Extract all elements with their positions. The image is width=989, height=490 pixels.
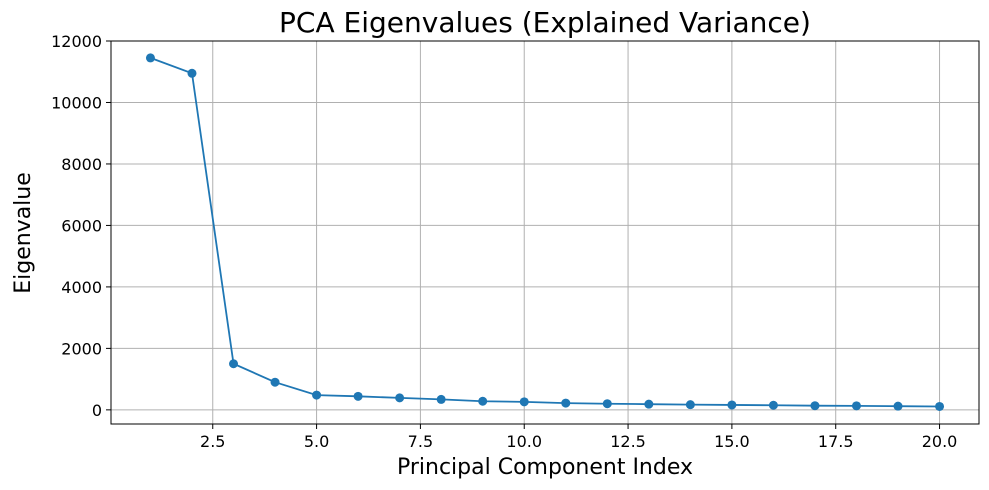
y-tick-label: 12000 [51, 32, 102, 51]
y-tick-label: 6000 [61, 216, 102, 235]
x-axis-label: Principal Component Index [397, 455, 693, 480]
data-point [312, 390, 322, 400]
data-point [602, 399, 612, 409]
data-point [644, 399, 654, 409]
data-point [436, 394, 446, 404]
y-tick-label: 10000 [51, 93, 102, 112]
data-point [561, 398, 571, 408]
y-tick-label: 8000 [61, 155, 102, 174]
chart-title: PCA Eigenvalues (Explained Variance) [279, 6, 811, 39]
plot-frame [110, 40, 980, 425]
data-point [935, 401, 945, 411]
data-point [768, 400, 778, 410]
series-layer [145, 53, 945, 411]
y-axis-label: Eigenvalue [11, 172, 36, 294]
grid [111, 40, 979, 424]
data-point [727, 400, 737, 410]
data-point [810, 401, 820, 411]
x-tick-label: 17.5 [818, 432, 854, 451]
x-tick-label: 10.0 [506, 432, 542, 451]
y-tick-label: 0 [92, 401, 102, 420]
x-tick-label: 15.0 [714, 432, 750, 451]
data-point [685, 400, 695, 410]
y-tick-label: 2000 [61, 339, 102, 358]
x-tick-label: 12.5 [610, 432, 646, 451]
data-point [893, 401, 903, 411]
series-line [150, 57, 940, 408]
data-point [229, 359, 239, 369]
data-point [395, 393, 405, 403]
data-point [270, 377, 280, 387]
data-point [851, 401, 861, 411]
data-point [519, 397, 529, 407]
data-point [478, 396, 488, 406]
data-point [145, 53, 155, 63]
x-tick-label: 7.5 [408, 432, 433, 451]
x-tick-label: 20.0 [922, 432, 958, 451]
data-point [187, 68, 197, 78]
ticks: 2.5 5.0 7.5 10.0 12.5 15.0 17.5 20.0 0 2000 4000 60… [51, 32, 957, 451]
x-tick-label: 2.5 [200, 432, 225, 451]
y-tick-label: 4000 [61, 278, 102, 297]
x-tick-label: 5.0 [304, 432, 329, 451]
data-point [353, 391, 363, 401]
